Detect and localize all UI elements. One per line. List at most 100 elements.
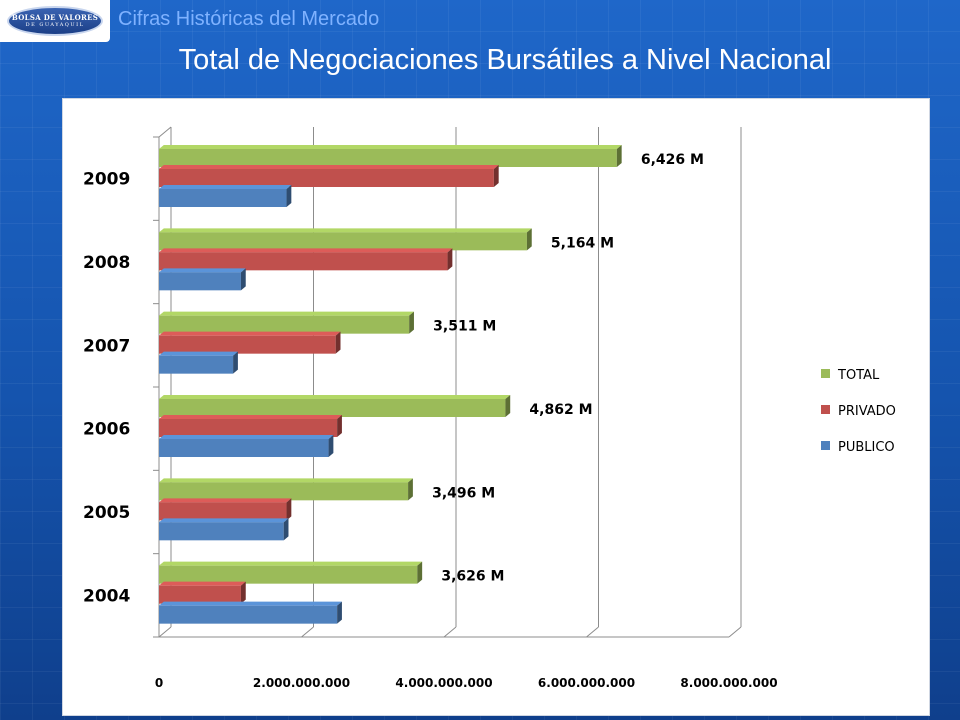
bar-front-face: [159, 439, 329, 457]
logo-emblem: BOLSA DE VALORES DE GUAYAQUIL: [7, 6, 103, 36]
y-axis-top-edge: [158, 126, 172, 138]
bar-front-face: [159, 232, 527, 251]
y-tick-label: 2004: [83, 586, 130, 606]
bar-total: [159, 311, 414, 334]
bar-publico: [159, 518, 289, 541]
bar-top-face: [159, 331, 341, 336]
bar-total: [159, 395, 511, 417]
bar-front-face: [159, 522, 284, 541]
bar-side-face: [233, 351, 238, 374]
bar-top-face: [159, 268, 246, 273]
bar-front-face: [159, 502, 287, 521]
bar-top-face: [159, 478, 413, 483]
bar-side-face: [337, 601, 342, 624]
bar-front-face: [159, 355, 234, 374]
bar-front-face: [159, 252, 448, 271]
legend-label-publico: PUBLICO: [838, 440, 895, 455]
bar-side-face: [408, 478, 413, 501]
bar-total: [159, 228, 532, 251]
bar-front-face: [159, 419, 338, 437]
bar-privado: [159, 165, 499, 187]
bar-front-face: [159, 399, 506, 417]
legend-swatch-total: [821, 369, 830, 378]
data-label: 4,862 M: [529, 402, 592, 418]
bar-publico: [159, 435, 334, 457]
x-tick-label: 6.000.000.000: [538, 676, 635, 690]
bar-privado: [159, 415, 342, 437]
bar-top-face: [159, 435, 334, 439]
bar-total: [159, 478, 413, 501]
bar-side-face: [283, 518, 289, 541]
data-label: 5,164 M: [551, 235, 614, 251]
bar-group-2006: 4,862 M: [159, 395, 593, 457]
page-subtitle: Cifras Históricas del Mercado: [118, 8, 380, 30]
logo-subtext: DE GUAYAQUIL: [25, 22, 85, 28]
data-label: 3,496 M: [432, 485, 495, 501]
y-tick-label: 2007: [83, 336, 130, 356]
bar-top-face: [159, 395, 511, 399]
bar-side-face: [328, 435, 334, 457]
gridline-floor: [443, 626, 457, 638]
x-tick-label: 2.000.000.000: [253, 676, 350, 690]
bar-privado: [159, 498, 292, 521]
bar-privado: [159, 581, 246, 604]
bar-group-2007: 3,511 M: [159, 311, 496, 374]
legend-label-total: TOTAL: [837, 368, 880, 383]
bar-front-face: [159, 335, 336, 354]
bar-side-face: [417, 561, 423, 584]
bar-top-face: [159, 248, 453, 253]
bar-front-face: [159, 272, 241, 291]
bar-privado: [159, 331, 341, 354]
bar-side-face: [286, 498, 292, 521]
bar-front-face: [159, 189, 287, 207]
y-tick-label: 2009: [83, 170, 130, 190]
y-tick-label: 2008: [83, 253, 130, 273]
bar-group-2004: 3,626 M: [159, 561, 504, 624]
bar-front-face: [159, 169, 494, 187]
bar-top-face: [159, 185, 292, 189]
gridline-floor: [586, 626, 599, 638]
bar-top-face: [159, 228, 532, 233]
logo: BOLSA DE VALORES DE GUAYAQUIL: [0, 0, 110, 42]
bar-front-face: [159, 565, 418, 584]
data-label: 6,426 M: [641, 152, 704, 168]
bar-top-face: [159, 518, 289, 523]
bar-side-face: [493, 165, 499, 187]
bar-side-face: [240, 581, 246, 604]
bar-front-face: [159, 149, 617, 167]
bar-front-face: [159, 482, 409, 501]
bar-top-face: [159, 581, 246, 586]
x-tick-label: 4.000.000.000: [395, 676, 492, 690]
bar-front-face: [159, 605, 338, 624]
logo-text: BOLSA DE VALORES: [11, 13, 99, 22]
bar-top-face: [159, 601, 342, 606]
bar-side-face: [335, 331, 341, 354]
bar-group-2009: 6,426 M: [159, 145, 704, 207]
bar-top-face: [159, 351, 238, 356]
bar-publico: [159, 268, 246, 291]
bar-side-face: [286, 185, 292, 207]
bar-top-face: [159, 415, 342, 419]
bar-group-2008: 5,164 M: [159, 228, 614, 291]
legend-swatch-privado: [821, 405, 830, 414]
bar-front-face: [159, 315, 410, 334]
data-label: 3,511 M: [433, 319, 496, 335]
bar-side-face: [616, 145, 622, 167]
chart-panel: 0 2.000.000.000 4.000.000.000 6.000.000.000…: [62, 98, 930, 716]
y-tick-label: 2005: [83, 503, 130, 523]
bar-side-face: [240, 268, 246, 291]
bar-side-face: [337, 415, 342, 437]
bar-side-face: [526, 228, 532, 251]
legend-label-privado: PRIVADO: [838, 404, 896, 419]
gridline-floor: [158, 626, 172, 638]
bar-top-face: [159, 311, 414, 316]
bar-top-face: [159, 165, 499, 169]
y-tick-label: 2006: [83, 420, 130, 440]
bar-total: [159, 145, 622, 167]
bar-publico: [159, 351, 238, 374]
bar-privado: [159, 248, 453, 271]
bar-group-2005: 3,496 M: [159, 478, 495, 541]
legend-swatch-publico: [821, 441, 830, 450]
bar-top-face: [159, 498, 292, 503]
bar-chart: 0 2.000.000.000 4.000.000.000 6.000.000.000…: [83, 126, 896, 690]
